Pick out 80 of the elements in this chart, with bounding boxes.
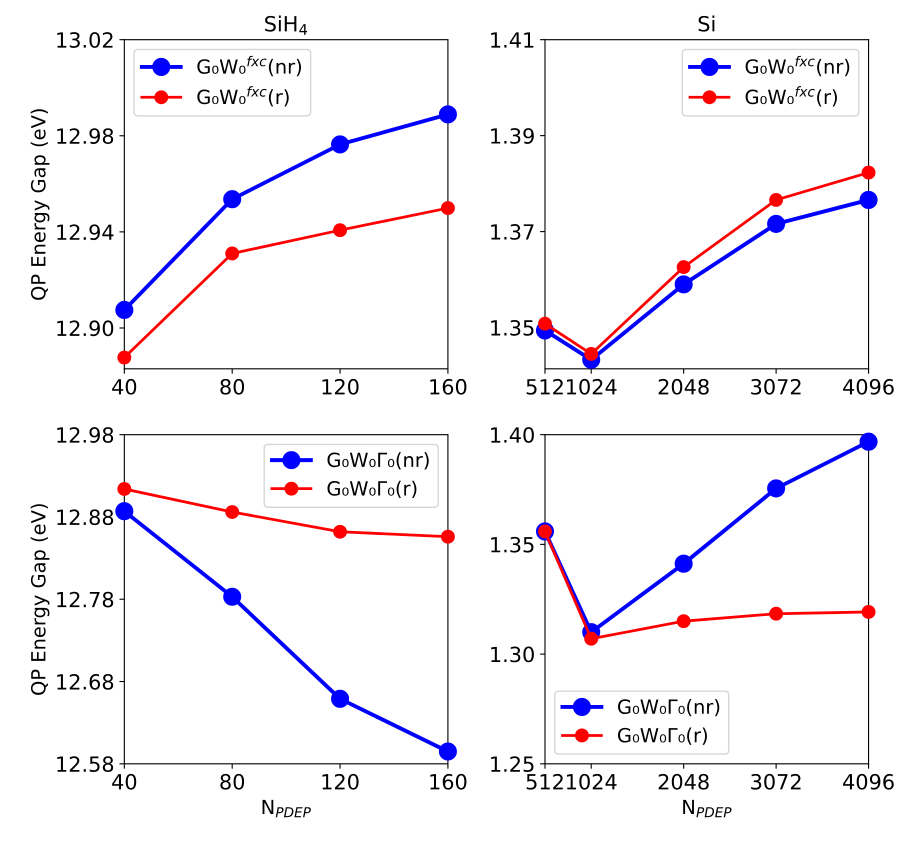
point [333,524,347,539]
y-axis-title: QP Energy Gap (eV) [30,109,50,300]
point [438,742,457,761]
point [767,479,786,498]
x-tick-label: 40 [112,378,136,395]
x-tick-label: 3072 [751,378,801,395]
y-tick-label: 1.37 [491,224,534,240]
x-tick-label: 40 [112,774,136,790]
point [674,275,693,294]
legend-label: G₀W₀$^{fxc}$(nr) [746,56,850,76]
point [440,201,455,216]
y-tick-label: 1.25 [491,756,534,772]
legend-label: G₀W₀Γ₀(r) [618,728,707,745]
point [676,614,691,628]
y-tick-label: 12.78 [57,592,114,608]
point [767,214,786,233]
point [584,632,598,646]
point [331,690,350,708]
y-tick-label: 12.98 [57,427,114,443]
legend-label: G₀W₀Γ₀(nr) [618,698,720,716]
y-tick-label: 12.68 [57,674,114,690]
y-tick-label: 13.02 [57,32,113,48]
y-tick-label: 1.35 [491,536,534,553]
y-tick-label: 1.35 [491,320,534,336]
x-tick-label: 120 [322,378,359,395]
legend-label: G₀W₀$^{fxc}$(r) [746,86,837,107]
x-tick-label: 512 [526,378,563,395]
chart-title: SiH$_{4}$ [265,16,308,35]
point [674,554,693,573]
chart-title: Si [698,16,714,32]
x-tick-label: 4096 [843,774,894,790]
point [117,350,132,364]
y-tick-label: 1.40 [491,427,534,443]
point [333,223,347,238]
y-tick-label: 12.98 [57,128,114,144]
x-tick-label: 3072 [751,774,801,790]
x-tick-label: 1024 [566,774,617,790]
x-axis-title: N$_{PDEP}$ [262,800,311,818]
point [223,190,242,208]
point [225,246,240,260]
x-tick-label: 80 [220,774,244,790]
legend-label: G₀W₀$^{fxc}$(r) [197,86,289,107]
point [860,190,878,209]
y-tick-label: 1.41 [491,32,534,48]
x-tick-label: 2048 [658,378,709,395]
x-tick-label: 160 [430,774,466,790]
point [862,605,876,619]
point [538,316,552,331]
y-tick-label: 12.88 [57,509,114,526]
x-tick-label: 160 [430,378,466,395]
point [862,166,876,180]
y-tick-label: 1.30 [491,646,534,662]
y-tick-label: 12.90 [57,320,114,336]
x-tick-label: 4096 [843,378,894,395]
point [223,588,242,606]
x-tick-label: 1024 [566,378,617,395]
point [117,482,132,496]
legend-label: G₀W₀$^{fxc}$(nr) [197,56,302,76]
x-tick-label: 80 [220,378,244,395]
point [769,192,784,207]
y-tick-label: 12.94 [57,224,114,240]
legend-label: G₀W₀Γ₀(r) [328,480,416,498]
point [676,260,691,274]
point [860,432,878,451]
x-axis-title: N$_{PDEP}$ [683,800,732,818]
point [331,135,350,154]
point [115,502,134,520]
y-tick-label: 12.58 [57,756,114,772]
point [115,300,134,319]
point [440,530,455,544]
point [225,505,240,519]
legend-label: G₀W₀Γ₀(nr) [328,452,429,470]
y-axis-title: QP Energy Gap (eV) [30,504,50,695]
point [769,606,784,621]
point [438,105,457,124]
x-tick-label: 512 [526,774,563,790]
x-tick-label: 120 [322,774,359,790]
x-tick-label: 2048 [658,774,709,790]
y-tick-label: 1.39 [491,128,534,144]
point [584,347,598,361]
